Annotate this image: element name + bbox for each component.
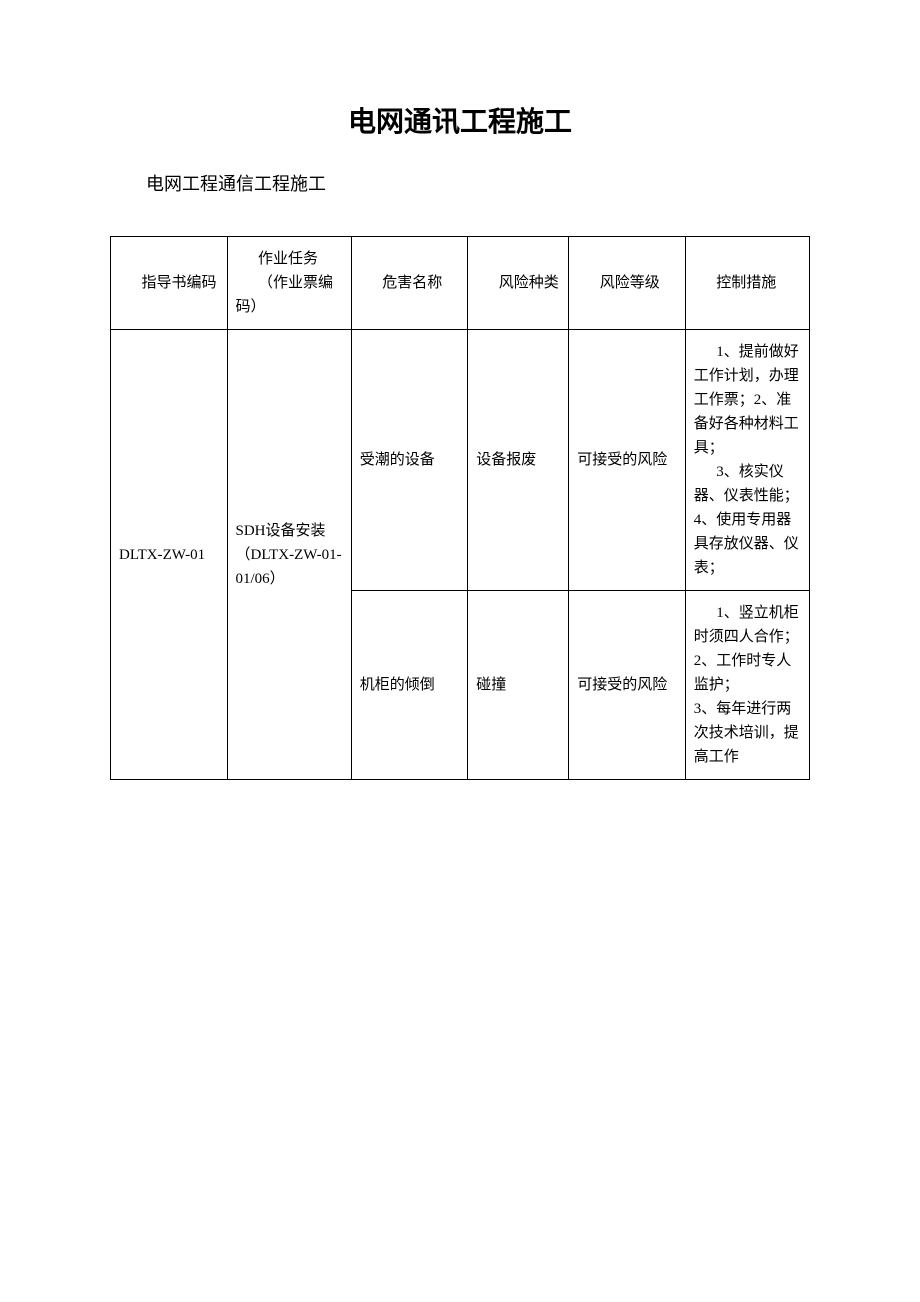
table-header-row: 指导书编码 作业任务 （作业票编码） 危害名称 风险种类 风险等级 <box>111 237 810 330</box>
header-control: 控制措施 <box>685 237 809 330</box>
header-hazard: 危害名称 <box>351 237 468 330</box>
header-risk-type: 风险种类 <box>468 237 569 330</box>
risk-table: 指导书编码 作业任务 （作业票编码） 危害名称 风险种类 风险等级 <box>110 236 810 780</box>
cell-hazard: 机柜的倾倒 <box>351 591 468 780</box>
header-risk-level: 风险等级 <box>569 237 686 330</box>
table-row: DLTX-ZW-01 SDH设备安装（DLTX-ZW-01-01/06） 受潮的… <box>111 330 810 591</box>
header-guide-code: 指导书编码 <box>111 237 228 330</box>
document-content: 电网通讯工程施工 电网工程通信工程施工 指导书编码 作业任务 （作业票编码） <box>110 100 810 780</box>
cell-guide-code: DLTX-ZW-01 <box>111 330 228 780</box>
cell-control: 1、提前做好工作计划，办理工作票；2、准备好各种材料工具； 3、核实仪器、仪表性… <box>685 330 809 591</box>
header-task: 作业任务 （作业票编码） <box>227 237 351 330</box>
cell-risk-level: 可接受的风险 <box>569 591 686 780</box>
cell-hazard: 受潮的设备 <box>351 330 468 591</box>
cell-risk-type: 设备报废 <box>468 330 569 591</box>
page-title: 电网通讯工程施工 <box>110 100 810 140</box>
subtitle: 电网工程通信工程施工 <box>110 170 810 196</box>
cell-control: 1、竖立机柜时须四人合作； 2、工作时专人监护； 3、每年进行两次技术培训，提高… <box>685 591 809 780</box>
cell-risk-type: 碰撞 <box>468 591 569 780</box>
cell-risk-level: 可接受的风险 <box>569 330 686 591</box>
cell-task: SDH设备安装（DLTX-ZW-01-01/06） <box>227 330 351 780</box>
